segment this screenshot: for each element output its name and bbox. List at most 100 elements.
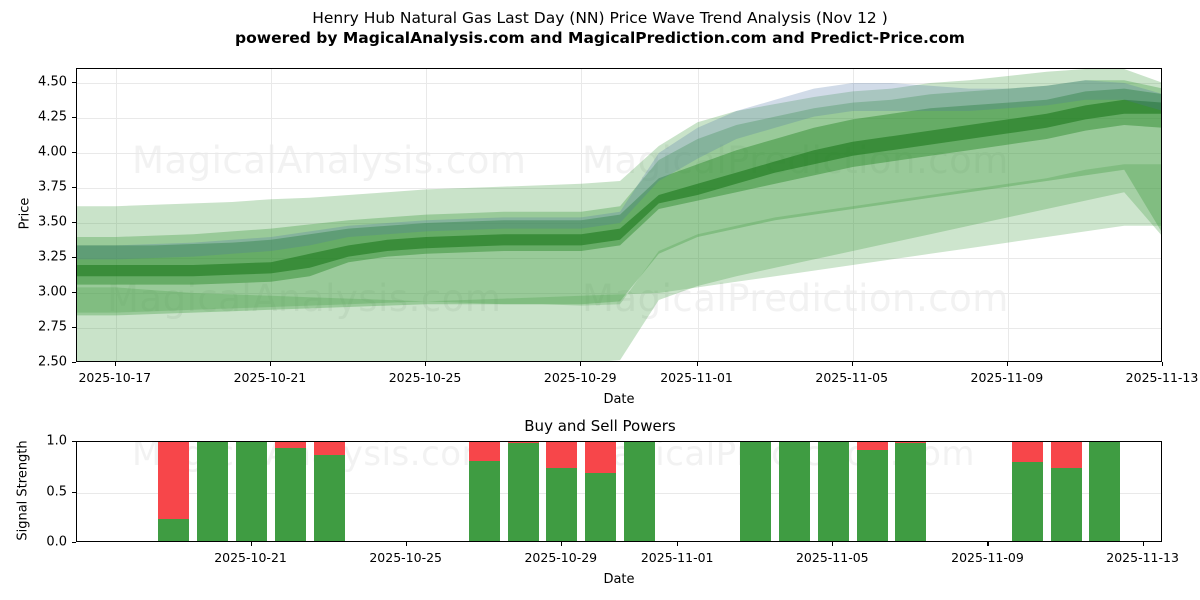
price-gridline-v bbox=[270, 69, 272, 361]
wave-band-lower-support-band bbox=[77, 164, 1161, 313]
price-gridline bbox=[77, 328, 1161, 329]
buy-power-bar bbox=[779, 442, 811, 541]
signal-xtick bbox=[250, 542, 252, 546]
signal-ytick-label: 0.5 bbox=[46, 484, 67, 499]
sell-power-bar bbox=[158, 442, 190, 519]
price-gridline bbox=[77, 223, 1161, 224]
price-gridline bbox=[77, 83, 1161, 84]
buy-power-bar bbox=[1011, 462, 1043, 541]
price-gridline-v bbox=[581, 69, 583, 361]
wave-band-core-band bbox=[77, 99, 1161, 277]
price-ytick-label: 4.00 bbox=[38, 144, 67, 160]
page-title: Henry Hub Natural Gas Last Day (NN) Pric… bbox=[312, 9, 888, 27]
price-gridline-v bbox=[115, 69, 117, 361]
price-xtick-label: 2025-11-09 bbox=[970, 370, 1044, 385]
price-xtick-label: 2025-11-13 bbox=[1125, 370, 1199, 385]
signal-ytick-label: 1.0 bbox=[46, 433, 67, 449]
price-gridline bbox=[77, 188, 1161, 189]
sell-power-bar bbox=[1050, 442, 1082, 469]
buy-power-bar bbox=[274, 448, 306, 541]
price-ytick bbox=[72, 362, 76, 364]
price-ytick bbox=[72, 257, 76, 259]
buy-power-bar bbox=[585, 473, 617, 541]
price-gridline bbox=[77, 153, 1161, 154]
sell-power-bar bbox=[468, 442, 500, 462]
price-xtick-label: 2025-11-01 bbox=[660, 370, 733, 385]
buy-power-bar bbox=[895, 443, 927, 541]
price-ytick-label: 3.75 bbox=[38, 179, 67, 195]
buy-power-bar bbox=[507, 443, 539, 541]
price-xtick bbox=[1162, 362, 1164, 366]
signal-gridline bbox=[77, 492, 1161, 494]
price-ytick bbox=[72, 222, 76, 224]
price-ytick-label: 2.75 bbox=[38, 319, 67, 335]
price-xaxis-label: Date bbox=[603, 392, 635, 407]
price-ytick-label: 4.50 bbox=[38, 74, 67, 90]
price-xtick bbox=[114, 362, 116, 366]
price-gridline bbox=[77, 118, 1161, 119]
buy-power-bar bbox=[1089, 442, 1121, 541]
signal-xtick bbox=[677, 542, 679, 546]
sell-power-bar bbox=[236, 442, 268, 443]
price-gridline bbox=[77, 293, 1161, 294]
price-xtick-label: 2025-11-05 bbox=[815, 370, 889, 385]
price-xtick bbox=[425, 362, 427, 366]
buy-power-bar bbox=[623, 442, 655, 541]
signal-ytick bbox=[72, 491, 76, 493]
signal-ytick bbox=[72, 441, 76, 443]
buy-power-bar bbox=[468, 461, 500, 541]
price-xtick bbox=[696, 362, 698, 366]
price-xtick-label: 2025-10-29 bbox=[543, 370, 617, 385]
signal-xtick-label: 2025-10-29 bbox=[524, 550, 598, 565]
price-ytick-label: 3.00 bbox=[38, 284, 67, 300]
price-wave-bands bbox=[77, 69, 1161, 361]
signal-xtick-label: 2025-11-09 bbox=[951, 550, 1024, 565]
signal-xtick bbox=[832, 542, 834, 546]
price-ytick bbox=[72, 152, 76, 154]
price-xtick bbox=[1006, 362, 1008, 366]
price-gridline-v bbox=[426, 69, 428, 361]
signal-xtick-label: 2025-11-05 bbox=[795, 550, 869, 565]
signal-xtick bbox=[1142, 542, 1144, 546]
sell-power-bar bbox=[895, 442, 927, 444]
price-ytick bbox=[72, 327, 76, 329]
signal-xaxis-label: Date bbox=[603, 572, 635, 587]
buy-power-bar bbox=[817, 442, 849, 541]
signal-xtick-label: 2025-11-13 bbox=[1106, 550, 1179, 565]
price-xtick bbox=[269, 362, 272, 366]
sell-power-bar bbox=[546, 442, 578, 469]
buy-power-bar bbox=[313, 455, 345, 541]
price-gridline bbox=[77, 258, 1161, 259]
price-ytick-label: 4.25 bbox=[38, 109, 67, 125]
signal-ytick bbox=[72, 542, 76, 544]
price-ytick bbox=[72, 292, 76, 294]
price-xtick-label: 2025-10-21 bbox=[233, 370, 307, 385]
sell-power-bar bbox=[585, 442, 617, 474]
signal-xtick bbox=[987, 542, 989, 546]
price-ytick bbox=[72, 82, 76, 84]
sell-power-bar bbox=[856, 442, 888, 451]
price-ytick-label: 3.25 bbox=[38, 249, 67, 265]
signal-xtick bbox=[405, 542, 407, 546]
sell-power-bar bbox=[1011, 442, 1043, 463]
signal-xtick bbox=[560, 542, 562, 546]
signal-ytick-label: 0.0 bbox=[46, 534, 67, 550]
buy-power-bar bbox=[236, 442, 268, 541]
sell-power-bar bbox=[507, 442, 539, 444]
buy-power-bar bbox=[158, 518, 190, 541]
signal-yaxis-label: Signal Strength bbox=[15, 439, 31, 541]
price-gridline-v bbox=[1007, 69, 1009, 361]
buy-power-bar bbox=[197, 442, 229, 541]
page-subtitle: powered by MagicalAnalysis.com and Magic… bbox=[235, 29, 965, 47]
price-gridline-v bbox=[852, 69, 854, 361]
price-xtick bbox=[580, 362, 582, 366]
signal-chart-title: Buy and Sell Powers bbox=[524, 417, 676, 435]
chart-title-block: Henry Hub Natural Gas Last Day (NN) Pric… bbox=[0, 8, 1200, 48]
wave-band-blue-band bbox=[77, 80, 1161, 260]
buy-power-bar bbox=[546, 468, 578, 541]
price-ytick-label: 2.50 bbox=[38, 354, 67, 370]
signal-xtick-label: 2025-10-25 bbox=[369, 550, 442, 565]
